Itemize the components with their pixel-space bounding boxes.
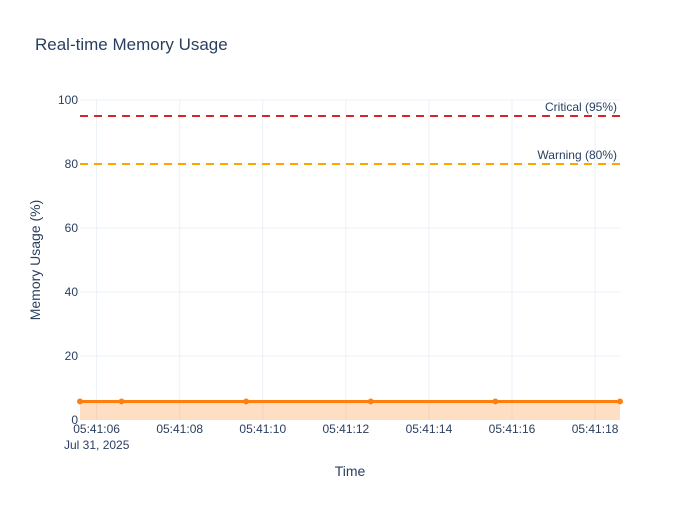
x-tick-label: 05:41:18 (572, 422, 619, 436)
tick-layer: 0 20 40 60 80 100 05:41:06 05:41:08 05:41:10 05:4… (58, 93, 619, 436)
y-tick-label: 40 (65, 285, 79, 299)
y-tick-label: 60 (65, 221, 79, 235)
y-tick-label: 100 (58, 93, 78, 107)
threshold-layer: Warning (80%) Critical (95%) (80, 100, 620, 165)
y-axis-title: Memory Usage (%) (27, 200, 43, 321)
x-tick-label: 05:41:06 (73, 422, 120, 436)
x-axis-title: Time (335, 463, 366, 479)
series-point (492, 398, 499, 405)
y-tick-label: 0 (71, 413, 78, 427)
series-layer (77, 398, 623, 420)
x-tick-label: 05:41:12 (322, 422, 369, 436)
x-date-label: Jul 31, 2025 (64, 438, 130, 452)
x-tick-label: 05:41:16 (489, 422, 536, 436)
chart-title: Real-time Memory Usage (35, 35, 228, 54)
x-tick-label: 05:41:10 (239, 422, 286, 436)
series-point (617, 398, 623, 405)
series-point (243, 398, 250, 405)
series-area-fill (80, 401, 620, 420)
y-tick-label: 80 (65, 157, 79, 171)
y-tick-label: 20 (65, 349, 79, 363)
x-tick-label: 05:41:14 (406, 422, 453, 436)
x-tick-label: 05:41:08 (156, 422, 203, 436)
grid-layer (80, 99, 620, 420)
series-point (77, 398, 83, 405)
series-point (367, 398, 374, 405)
threshold-label: Critical (95%) (545, 100, 617, 114)
series-point (118, 398, 125, 405)
threshold-label: Warning (80%) (537, 148, 617, 162)
